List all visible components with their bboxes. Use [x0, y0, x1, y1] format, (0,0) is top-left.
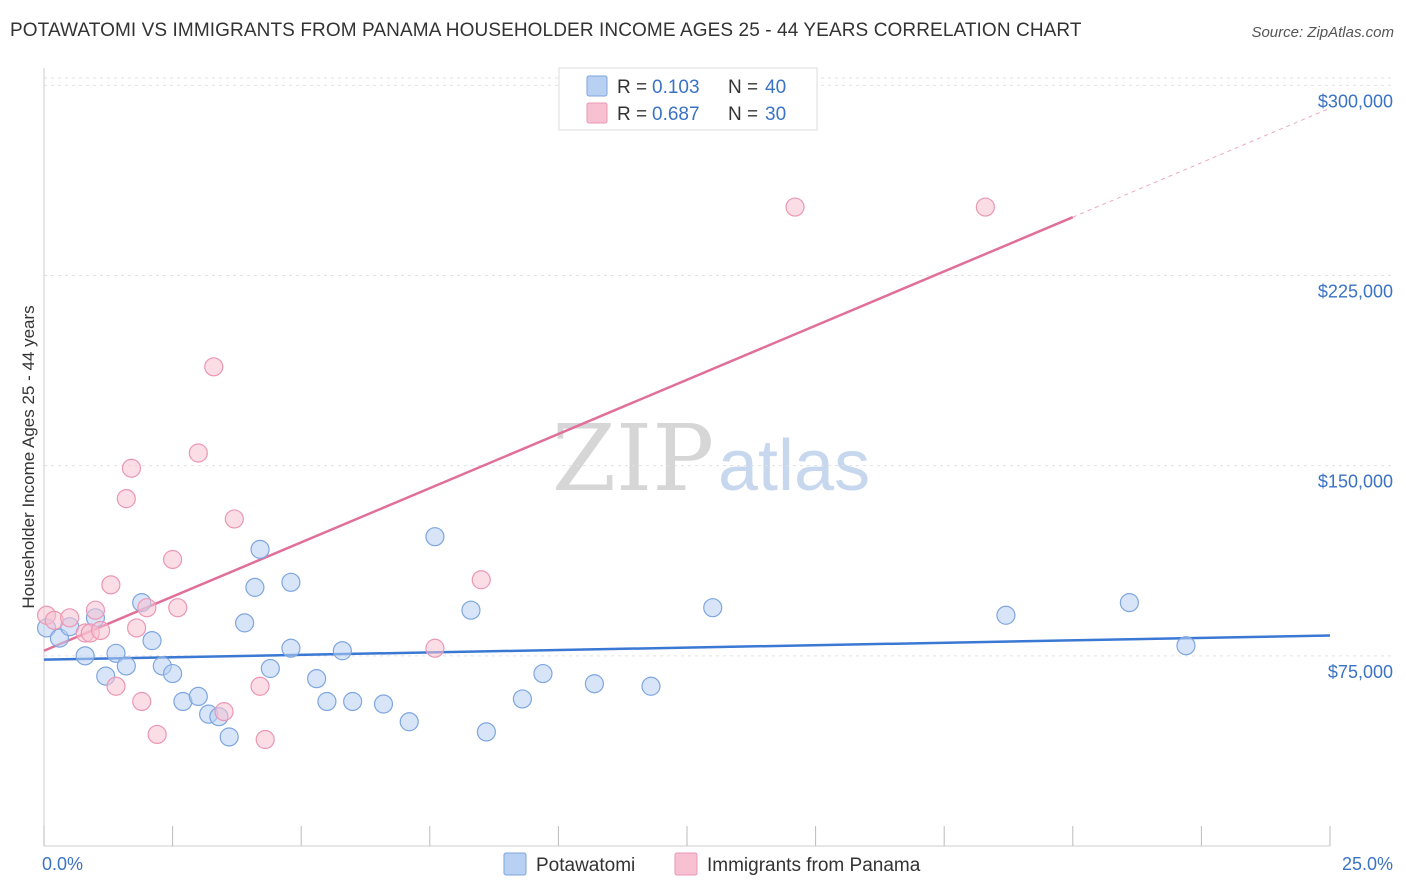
legend-top-r-value-potawatomi: 0.103 [652, 77, 700, 98]
point-potawatomi [260, 658, 280, 679]
legend-bottom: Potawatomi Immigrants from Panama [503, 852, 921, 876]
legend-top-n-label-potawatomi: N = [728, 77, 758, 98]
point-potawatomi [461, 600, 481, 620]
point-panama [85, 600, 106, 620]
point-potawatomi [245, 577, 265, 597]
point-panama [90, 620, 111, 641]
point-potawatomi [703, 598, 723, 618]
point-panama [255, 729, 275, 750]
point-potawatomi [188, 686, 208, 707]
legend-bottom-swatch-potawatomi [503, 852, 527, 876]
legend-bottom-label-potawatomi: Potawatomi [536, 855, 635, 876]
point-panama [425, 638, 445, 658]
point-potawatomi [1119, 592, 1139, 613]
point-potawatomi [116, 656, 136, 676]
point-panama [116, 489, 136, 509]
point-potawatomi [533, 663, 553, 684]
point-panama [785, 197, 805, 217]
legend-top-n-value-panama: 30 [765, 104, 786, 125]
point-potawatomi [996, 605, 1016, 625]
legend-top-n-value-potawatomi: 40 [765, 77, 786, 98]
legend-top-swatch-panama [586, 102, 608, 124]
trendlines [43, 107, 1331, 661]
point-potawatomi [343, 691, 363, 712]
trendline-extension [1072, 107, 1331, 218]
point-panama [168, 598, 188, 618]
y-tick-label: $225,000 [1318, 282, 1393, 302]
point-potawatomi [476, 722, 496, 742]
point-panama [163, 549, 183, 570]
point-potawatomi [332, 641, 352, 661]
point-potawatomi [512, 689, 532, 709]
point-panama [147, 724, 167, 745]
x-ticks [43, 826, 1331, 846]
point-potawatomi [373, 694, 394, 714]
point-potawatomi [307, 669, 327, 689]
point-potawatomi [641, 676, 661, 696]
point-panama [471, 570, 491, 590]
point-panama [137, 598, 157, 618]
point-potawatomi [250, 539, 270, 559]
point-potawatomi [425, 527, 445, 547]
point-potawatomi [281, 638, 301, 658]
legend-top: R = 0.103 N = 40 R = 0.687 N = 30 [558, 67, 818, 131]
chart-title: POTAWATOMI VS IMMIGRANTS FROM PANAMA HOU… [10, 20, 1082, 41]
x-tick-label-max: 25.0% [1342, 854, 1393, 874]
legend-top-swatch-potawatomi [586, 75, 608, 97]
point-potawatomi [75, 646, 95, 666]
point-potawatomi [142, 631, 162, 651]
point-potawatomi [584, 674, 605, 694]
watermark-zip: ZIP [552, 405, 714, 512]
point-panama [204, 357, 224, 377]
point-panama [132, 691, 152, 712]
y-tick-label: $150,000 [1318, 472, 1393, 492]
point-potawatomi [399, 712, 419, 732]
legend-bottom-label-panama: Immigrants from Panama [707, 855, 921, 876]
trendline [43, 216, 1074, 652]
legend-top-r-label-potawatomi: R = [617, 77, 647, 98]
legend-top-r-label-panama: R = [617, 104, 647, 125]
data-points [36, 197, 1196, 750]
point-potawatomi [317, 691, 337, 712]
legend-bottom-swatch-panama [674, 852, 698, 876]
y-axis-label: Householder Income Ages 25 - 44 years [19, 305, 38, 608]
point-panama [126, 618, 147, 638]
point-panama [106, 676, 126, 696]
point-potawatomi [235, 613, 255, 633]
y-tick-label: $75,000 [1328, 662, 1393, 682]
point-potawatomi [163, 663, 183, 684]
point-panama [224, 509, 244, 529]
point-panama [60, 608, 80, 628]
legend-top-r-value-panama: 0.687 [652, 104, 700, 125]
point-panama [101, 575, 121, 595]
point-panama [188, 443, 208, 463]
point-potawatomi [219, 727, 239, 747]
legend-top-n-label-panama: N = [728, 104, 758, 125]
point-potawatomi [281, 572, 301, 592]
point-panama [250, 676, 270, 696]
point-panama [975, 197, 995, 217]
y-tick-labels: $75,000 $150,000 $225,000 $300,000 [1318, 91, 1393, 681]
x-tick-label-min: 0.0% [42, 854, 83, 874]
point-panama [214, 702, 234, 722]
point-panama [121, 458, 142, 478]
y-tick-label: $300,000 [1318, 91, 1393, 111]
point-potawatomi [1176, 636, 1196, 656]
point-potawatomi [106, 643, 126, 663]
trendline [43, 634, 1331, 661]
chart-source: Source: ZipAtlas.com [1251, 24, 1394, 41]
